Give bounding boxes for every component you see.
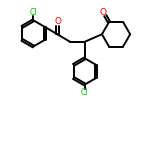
Text: O: O: [54, 17, 61, 26]
Text: Cl: Cl: [81, 88, 89, 97]
Text: O: O: [100, 8, 107, 16]
Text: Cl: Cl: [30, 8, 37, 17]
